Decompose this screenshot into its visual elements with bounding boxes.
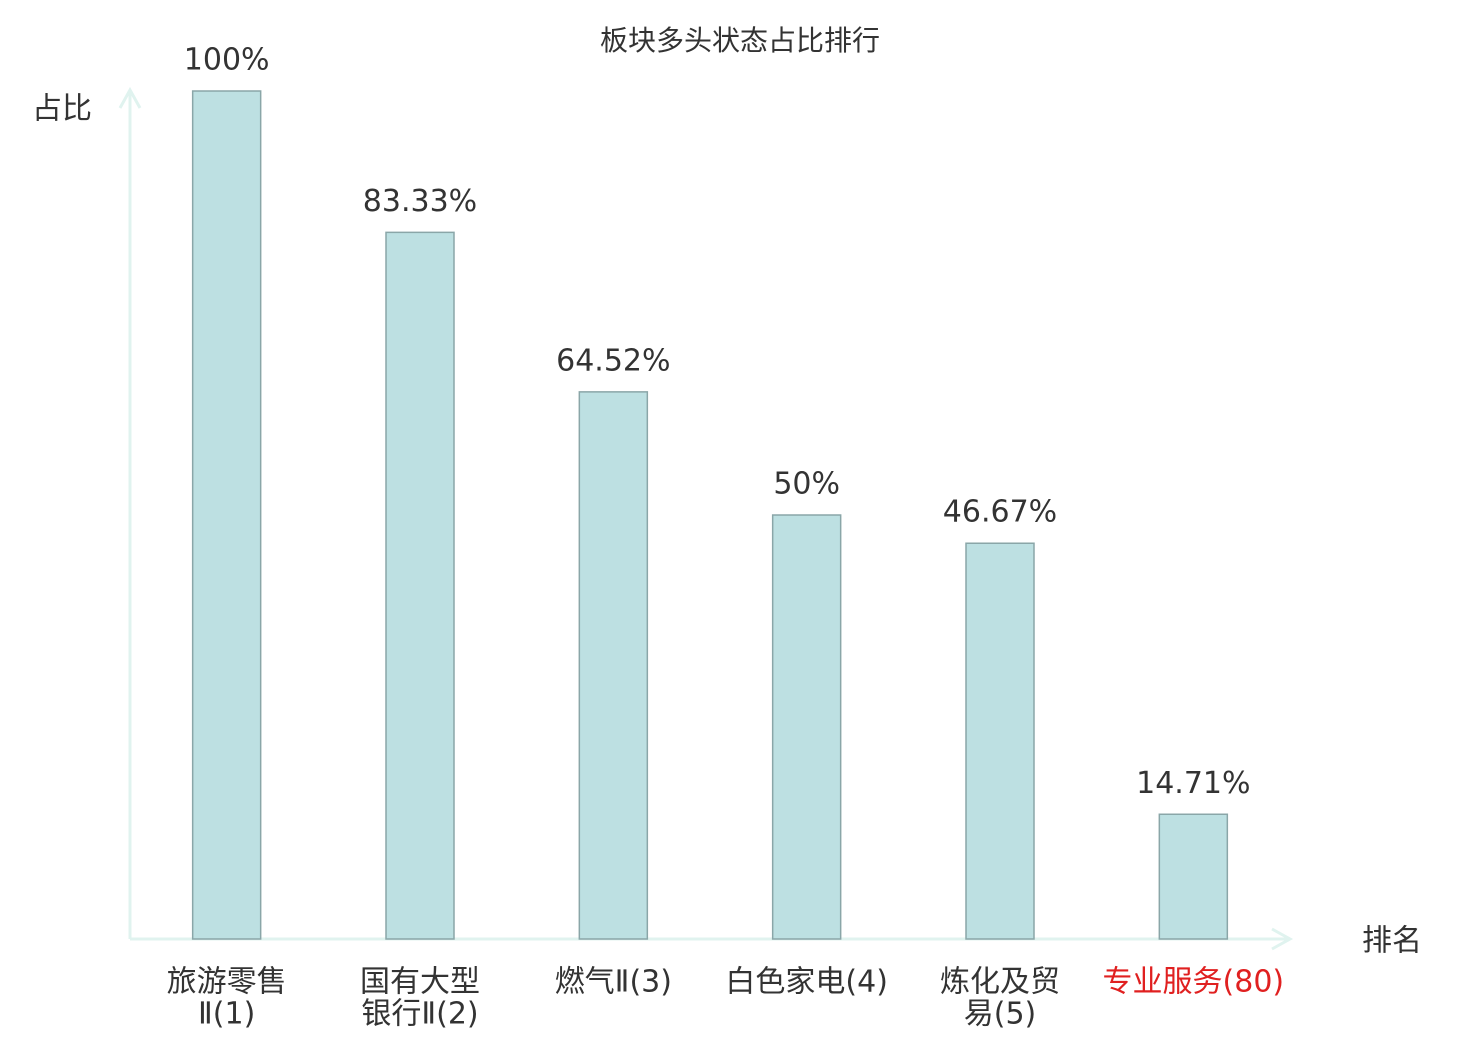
value-label: 14.71% [1136,766,1250,801]
y-axis-arrow [118,86,142,109]
y-axis-label: 占比 [32,92,92,127]
bar [965,542,1035,940]
bar [385,231,455,940]
value-label: 83.33% [363,184,477,219]
value-label: 64.52% [556,343,670,378]
x-tick-label: 旅游零售 [167,965,287,1000]
x-tick-label: Ⅱ(1) [198,997,255,1032]
value-label: 100% [184,43,270,78]
x-tick-label: 国有大型 [360,965,480,1000]
x-axis-label: 排名 [1362,924,1422,959]
bar [771,514,842,940]
x-tick-label: 易(5) [964,997,1037,1032]
chart-title: 板块多头状态占比排行 [600,24,880,57]
x-tick-label: 专业服务(80) [1103,965,1285,1000]
x-tick-label: 燃气Ⅱ(3) [555,965,672,1000]
x-tick-label: 银行Ⅱ(2) [361,997,478,1032]
x-tick-label: 白色家电(4) [725,965,888,1000]
bar [578,391,649,940]
x-tick-label: 炼化及贸 [940,965,1060,1000]
bar [191,90,262,940]
bar [1158,813,1229,940]
x-axis-arrow [1271,927,1294,951]
value-label: 46.67% [943,495,1057,530]
value-label: 50% [773,467,840,502]
